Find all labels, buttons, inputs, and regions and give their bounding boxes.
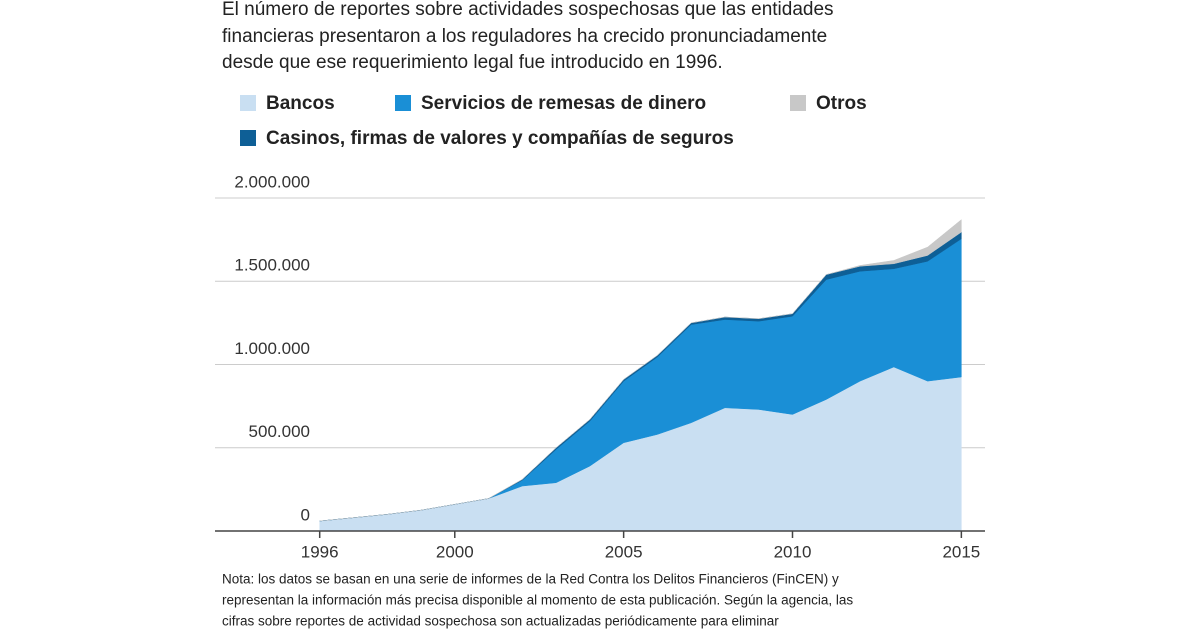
area xyxy=(319,219,962,522)
title-line: El número de reportes sobre actividades … xyxy=(222,0,834,20)
x-tick-label: 1996 xyxy=(301,542,339,561)
title-line: desde que ese requerimiento legal fue in… xyxy=(222,52,723,73)
legend-swatch xyxy=(240,95,256,111)
x-tick-label: 2015 xyxy=(942,542,980,561)
x-tick-label: 2010 xyxy=(774,542,812,561)
note-line: cifras sobre reportes de actividad sospe… xyxy=(222,614,779,629)
legend-swatch xyxy=(790,95,806,111)
y-tick-label: 2.000.000 xyxy=(234,172,310,191)
legend-label: Otros xyxy=(816,93,867,114)
title-line: financieras presentaron a los reguladore… xyxy=(222,26,827,47)
y-tick-label: 1.000.000 xyxy=(234,339,310,358)
legend-label: Casinos, firmas de valores y compañías d… xyxy=(266,128,734,149)
note-line: Nota: los datos se basan en una serie de… xyxy=(222,572,839,587)
x-tick-label: 2000 xyxy=(436,542,474,561)
y-tick-label: 0 xyxy=(301,505,310,524)
legend-label: Bancos xyxy=(266,93,335,114)
note-line: representan la información más precisa d… xyxy=(222,593,853,608)
legend-label: Servicios de remesas de dinero xyxy=(421,93,706,114)
x-tick-label: 2005 xyxy=(605,542,643,561)
y-tick-label: 1.500.000 xyxy=(234,256,310,275)
legend-swatch xyxy=(395,95,411,111)
y-tick-label: 500.000 xyxy=(249,422,310,441)
legend-swatch xyxy=(240,130,256,146)
